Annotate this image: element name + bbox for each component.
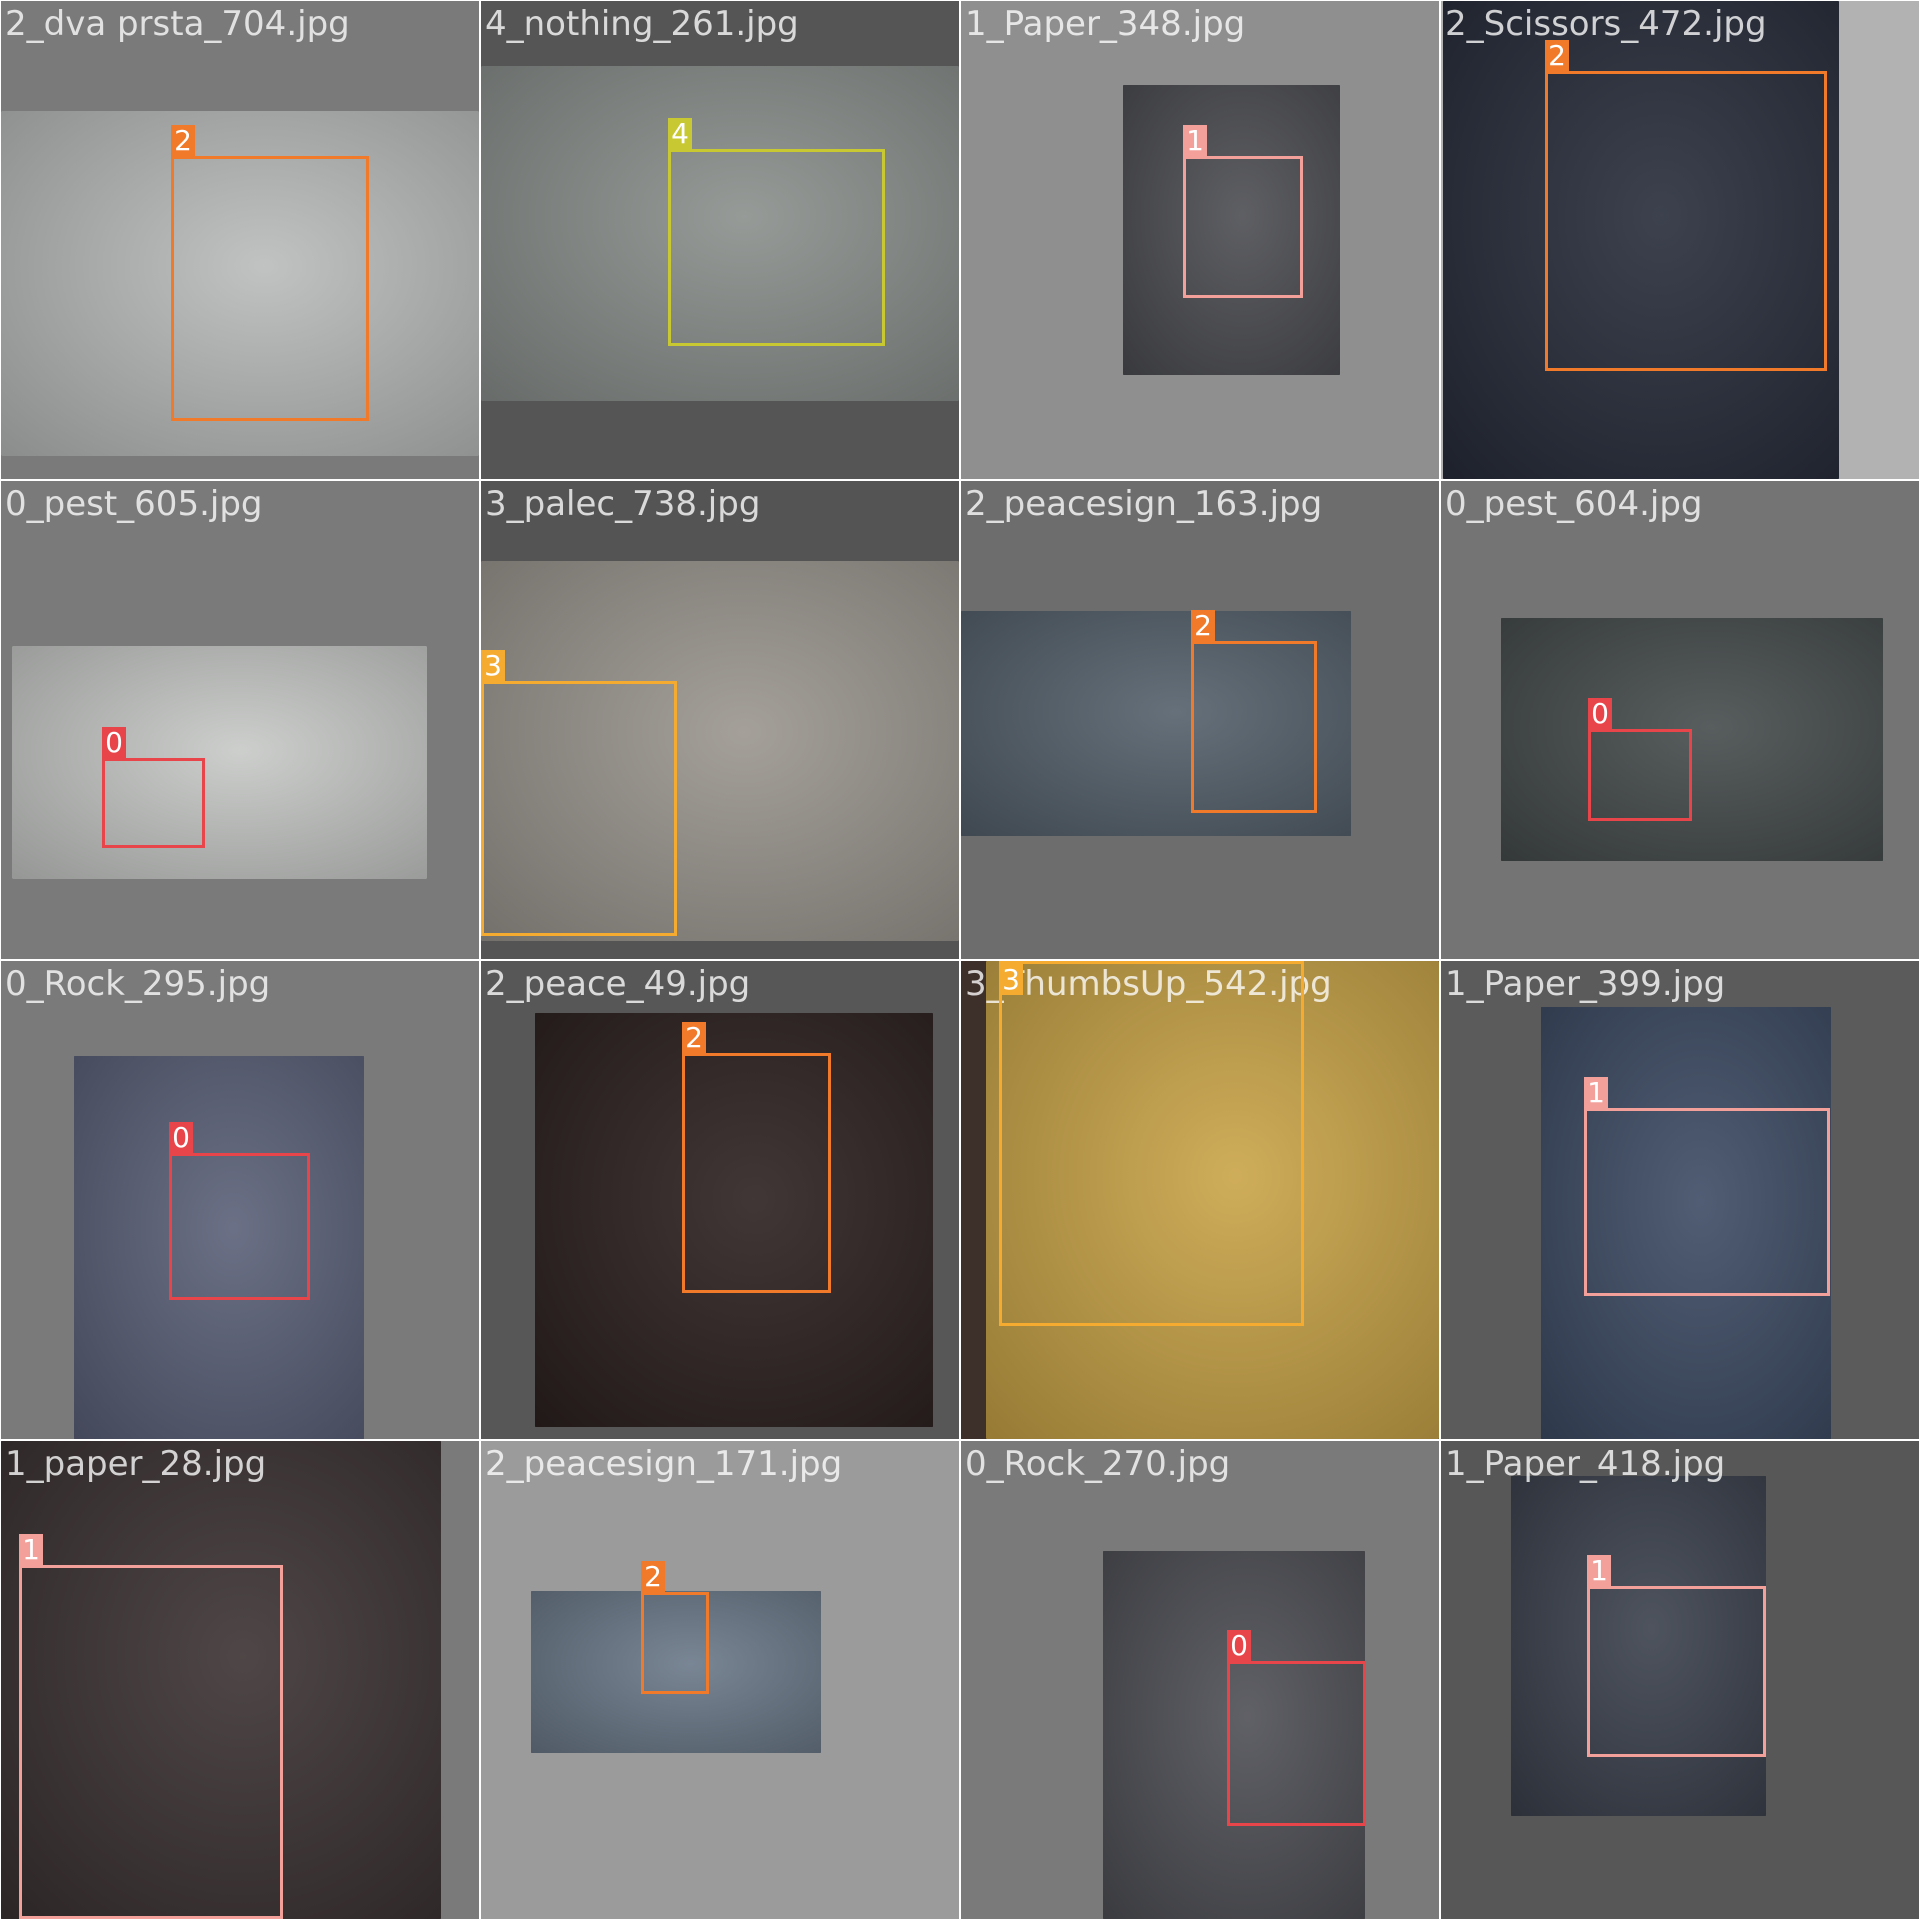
image-tile: 0_Rock_295.jpg 0 (1, 961, 479, 1439)
tile-photo (12, 646, 427, 879)
tile-photo (1443, 1, 1839, 479)
detection-class-label: 4 (668, 118, 692, 149)
photo-shading (1123, 85, 1340, 375)
detection-box: 3 (481, 650, 677, 936)
detection-box: 3 (999, 961, 1304, 1326)
image-tile: 0_pest_604.jpg 0 (1441, 481, 1919, 959)
image-tile: 3_ThumbsUp_542.jpg 3 (961, 961, 1439, 1439)
image-tile: 2_dva prsta_704.jpg 2 (1, 1, 479, 479)
detection-class-label: 2 (1191, 610, 1215, 641)
photo-shading (74, 1056, 364, 1439)
detection-box: 2 (171, 125, 369, 421)
detection-class-label: 3 (481, 650, 505, 681)
detection-class-label: 0 (1588, 698, 1612, 729)
photo-shading (1103, 1551, 1365, 1919)
tile-filename: 1_Paper_418.jpg (1445, 1444, 1726, 1484)
photo-shading (986, 961, 1439, 1439)
image-tile: 1_paper_28.jpg 1 (1, 1441, 479, 1919)
detection-class-label: 2 (682, 1022, 706, 1053)
image-tile: 2_peacesign_171.jpg 2 (481, 1441, 959, 1919)
image-tile: 4_nothing_261.jpg 4 (481, 1, 959, 479)
tile-filename: 0_pest_604.jpg (1445, 484, 1703, 524)
tile-filename: 2_peace_49.jpg (485, 964, 751, 1004)
photo-shading (1511, 1476, 1766, 1816)
tile-photo (986, 961, 1439, 1439)
tile-filename: 0_Rock_295.jpg (5, 964, 271, 1004)
tile-filename: 2_dva prsta_704.jpg (5, 4, 350, 44)
photo-shading (531, 1591, 821, 1753)
detection-box: 2 (1191, 610, 1317, 813)
detection-box: 0 (1227, 1630, 1366, 1826)
tile-photo (1511, 1476, 1766, 1816)
tile-photo (481, 561, 959, 941)
tile-filename: 2_peacesign_163.jpg (965, 484, 1323, 524)
tile-photo (535, 1013, 933, 1427)
tile-filename: 1_paper_28.jpg (5, 1444, 267, 1484)
image-tile: 0_pest_605.jpg 0 (1, 481, 479, 959)
image-tile: 2_peace_49.jpg 2 (481, 961, 959, 1439)
tile-photo (74, 1056, 364, 1439)
detection-box: 1 (1584, 1077, 1830, 1296)
tile-filename: 2_Scissors_472.jpg (1445, 4, 1767, 44)
image-tile: 2_peacesign_163.jpg 2 (961, 481, 1439, 959)
photo-shading (535, 1013, 933, 1427)
detection-class-label: 2 (641, 1561, 665, 1592)
tile-filename: 1_Paper_399.jpg (1445, 964, 1726, 1004)
photo-shading (1, 1441, 441, 1919)
image-tile: 2_Scissors_472.jpg 2 (1441, 1, 1919, 479)
detection-box: 0 (102, 727, 205, 848)
tile-photo (1103, 1551, 1365, 1919)
detection-class-label: 0 (1227, 1630, 1251, 1661)
detection-class-label: 1 (1183, 125, 1207, 156)
detection-class-label: 2 (171, 125, 195, 156)
detection-box: 2 (1545, 40, 1827, 371)
detection-class-label: 0 (102, 727, 126, 758)
image-tile: 1_Paper_348.jpg 1 (961, 1, 1439, 479)
tile-photo (961, 611, 1351, 836)
tile-filename: 0_pest_605.jpg (5, 484, 263, 524)
detection-box: 0 (169, 1122, 310, 1300)
photo-shading (1501, 618, 1883, 861)
tile-filename: 3_ThumbsUp_542.jpg (965, 964, 1332, 1004)
tile-photo (531, 1591, 821, 1753)
tile-filename: 1_Paper_348.jpg (965, 4, 1246, 44)
tile-photo (1, 1441, 441, 1919)
tile-photo (1123, 85, 1340, 375)
tile-photo (1, 111, 479, 456)
image-tile: 0_Rock_270.jpg 0 (961, 1441, 1439, 1919)
photo-shading (12, 646, 427, 879)
detection-box: 0 (1588, 698, 1692, 821)
detection-box: 1 (1587, 1555, 1766, 1757)
tile-photo (1501, 618, 1883, 861)
tile-filename: 0_Rock_270.jpg (965, 1444, 1231, 1484)
photo-shading (481, 561, 959, 941)
detection-box: 1 (1183, 125, 1303, 298)
photo-shading (1443, 1, 1839, 479)
detection-box: 4 (668, 118, 885, 346)
image-tile: 1_Paper_399.jpg 1 (1441, 961, 1919, 1439)
photo-shading (961, 611, 1351, 836)
detection-class-label: 1 (1584, 1077, 1608, 1108)
tile-filename: 4_nothing_261.jpg (485, 4, 799, 44)
detection-class-label: 1 (1587, 1555, 1611, 1586)
detection-class-label: 3 (999, 964, 1023, 995)
detection-box: 2 (682, 1022, 831, 1293)
detection-class-label: 0 (169, 1122, 193, 1153)
image-tile: 3_palec_738.jpg 3 (481, 481, 959, 959)
detection-class-label: 1 (19, 1534, 43, 1565)
detection-class-label: 2 (1545, 40, 1569, 71)
detection-box: 1 (19, 1534, 283, 1919)
detection-box: 2 (641, 1561, 709, 1694)
tile-filename: 2_peacesign_171.jpg (485, 1444, 843, 1484)
image-tile: 1_Paper_418.jpg 1 (1441, 1441, 1919, 1919)
tile-filename: 3_palec_738.jpg (485, 484, 761, 524)
photo-shading (1, 111, 479, 456)
